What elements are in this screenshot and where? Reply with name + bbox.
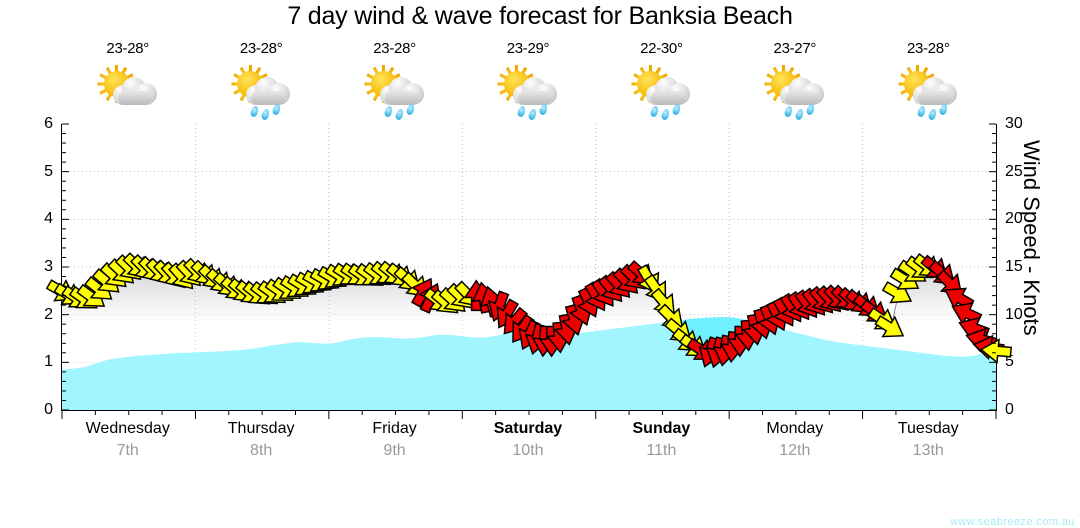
left-tick-label: 4 [44, 210, 53, 228]
day-name-strip: Wednesday 7th Thursday 8th Friday 9th Saturday… [61, 418, 995, 461]
watermark-label: www.seabreeze.com.au [950, 516, 1075, 528]
day-date-text: 8th [250, 442, 273, 459]
right-tick-label: 30 [1005, 115, 1023, 132]
day-label-saturday: Saturday 10th [461, 418, 594, 461]
raindrop-icon [649, 102, 690, 121]
left-tick-label: 2 [44, 305, 53, 323]
temperature-range-label: 23-29° [506, 40, 550, 57]
day-date-text: 12th [779, 442, 811, 459]
right-tick-label: 0 [1005, 401, 1014, 418]
day-header-saturday: 23-29° [461, 40, 594, 122]
right-tick-label: 5 [1005, 353, 1014, 371]
day-date-text: 7th [116, 442, 139, 459]
sun-behind-rain-cloud-icon [891, 60, 965, 121]
day-name-text: Monday [766, 420, 824, 437]
temperature-range-label: 23-28° [373, 40, 416, 57]
day-header-strip: 23-28° 23-28° 23-28° 23-29° 22-30° 23-27° 23-2… [61, 40, 995, 122]
left-tick-label: 1 [44, 353, 53, 371]
right-axis-title: Wind Speed - Knots [1019, 140, 1044, 336]
day-name-text: Tuesday [897, 420, 959, 437]
day-header-thursday: 23-28° [194, 40, 327, 122]
right-tick-label: 10 [1005, 305, 1023, 323]
wind-arrow [935, 269, 963, 296]
temperature-range-label: 22-30° [640, 40, 683, 57]
left-tick-label: 6 [44, 115, 53, 132]
axis-tick-marks [61, 123, 997, 419]
day-name-text: Wednesday [85, 420, 170, 437]
right-tick-label: 25 [1005, 162, 1023, 180]
temperature-range-label: 23-27° [773, 40, 817, 57]
right-tick-label: 20 [1005, 210, 1023, 228]
day-label-monday: Monday 12th [728, 418, 861, 461]
sun-behind-rain-cloud-icon [758, 60, 832, 121]
raindrop-icon [383, 102, 424, 121]
day-name-text: Thursday [227, 420, 295, 437]
plot-area: www.seabreeze.com.au [45, 123, 1074, 528]
wind-arrow [874, 315, 905, 338]
day-header-monday: 23-27° [728, 40, 861, 122]
cloud-icon [246, 77, 291, 105]
left-tick-label: 5 [44, 162, 53, 180]
day-label-wednesday: Wednesday 7th [61, 418, 194, 461]
day-label-friday: Friday 9th [328, 418, 461, 461]
cloud-icon [913, 77, 958, 105]
temperature-range-label: 23-28° [239, 40, 283, 57]
day-label-thursday: Thursday 8th [194, 418, 327, 461]
day-name-text: Sunday [632, 420, 691, 437]
day-label-sunday: Sunday 11th [595, 418, 728, 461]
raindrop-icon [916, 102, 957, 121]
temperature-range-label: 23-28° [906, 40, 950, 57]
day-header-friday: 23-28° [328, 40, 461, 122]
left-tick-label: 3 [44, 258, 53, 275]
sun-behind-cloud-icon [91, 60, 165, 120]
raindrop-icon [783, 102, 824, 121]
page-title: 7 day wind & wave forecast for Banksia B… [287, 2, 793, 30]
wind-speed-arrows [45, 252, 1013, 410]
day-name-text: Friday [372, 420, 417, 437]
forecast-chart: 7 day wind & wave forecast for Banksia B… [44, 2, 1074, 528]
cloud-icon [379, 77, 424, 105]
day-name-text: Saturday [493, 420, 563, 437]
day-header-sunday: 22-30° [595, 40, 728, 122]
raindrop-icon [249, 102, 290, 121]
sun-behind-rain-cloud-icon [358, 60, 432, 121]
day-date-text: 10th [512, 442, 544, 459]
day-date-text: 9th [383, 442, 406, 459]
temperature-range-label: 23-28° [106, 40, 149, 57]
cloud-icon [112, 77, 157, 105]
cloud-icon [646, 77, 691, 105]
sun-behind-rain-cloud-icon [624, 60, 698, 121]
day-header-tuesday: 23-28° [862, 40, 995, 122]
plot-svg [45, 123, 1013, 419]
sun-behind-rain-cloud-icon [224, 60, 298, 121]
left-tick-label: 0 [44, 401, 53, 418]
wind-arrow [979, 338, 1013, 364]
right-tick-label: 15 [1005, 258, 1023, 275]
day-header-wednesday: 23-28° [61, 40, 194, 122]
day-date-text: 13th [912, 442, 944, 459]
raindrop-icon [516, 102, 557, 121]
day-label-tuesday: Tuesday 13th [862, 418, 995, 461]
cloud-icon [512, 77, 557, 105]
sun-behind-rain-cloud-icon [491, 60, 565, 121]
cloud-icon [779, 77, 824, 105]
day-date-text: 11th [646, 442, 677, 459]
